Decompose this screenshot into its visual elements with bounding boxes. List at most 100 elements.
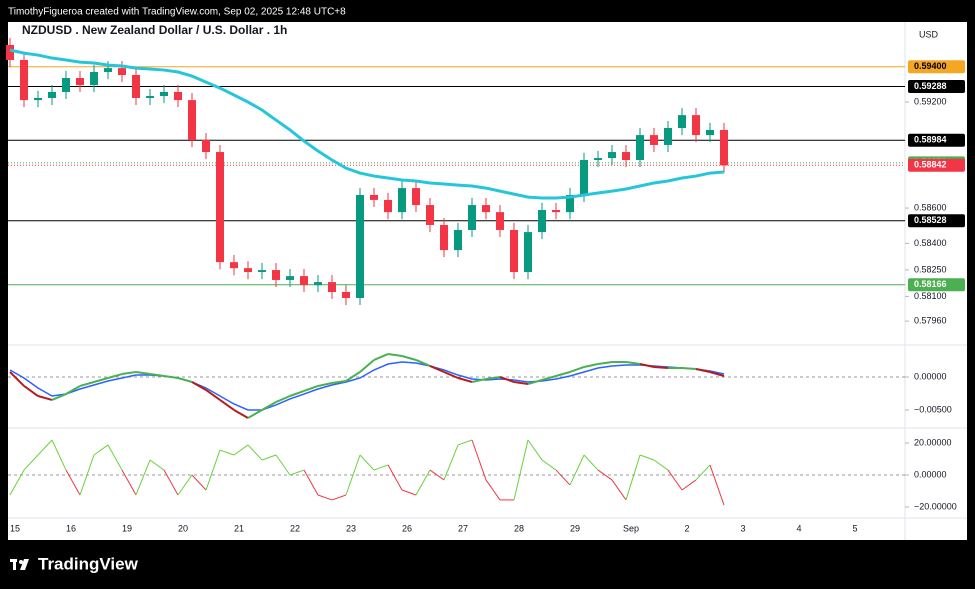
candle-body (468, 205, 476, 230)
x-tick-label: Sep (623, 523, 639, 533)
macd-segment (163, 375, 179, 379)
oscillator-segment (331, 494, 347, 501)
chart-area (8, 22, 967, 540)
macd-segment (177, 377, 193, 383)
candle-body (118, 68, 126, 76)
x-tick-label: 16 (66, 523, 76, 533)
oscillator-segment (9, 469, 25, 496)
oscillator-segment (597, 469, 613, 481)
oscillator-segment (359, 454, 375, 471)
candle-body (48, 91, 56, 98)
moving-average (9, 48, 725, 200)
oscillator-segment (541, 459, 557, 471)
macd-segment (443, 371, 459, 379)
y-tick-label: 0.57960 (914, 316, 947, 326)
oscillator-segment (695, 464, 711, 481)
y-tick-label: 20.00000 (914, 437, 952, 447)
macd-segment (695, 368, 711, 373)
oscillator-segment (37, 439, 53, 456)
candle-body (720, 129, 728, 166)
macd-segment (625, 361, 641, 365)
macd-segment (289, 390, 305, 397)
oscillator-segment (345, 454, 361, 496)
y-tick-label: 0.58250 (914, 264, 947, 274)
candle-body (286, 276, 294, 280)
candle-body (20, 59, 28, 101)
oscillator-segment (247, 444, 263, 461)
macd-segment (359, 359, 375, 373)
candle-body (482, 205, 490, 213)
macd-segment (317, 382, 333, 387)
price-label: 0.59288 (914, 81, 947, 91)
y-tick-label: 0.00000 (914, 371, 947, 381)
oscillator-segment (191, 474, 207, 491)
candle-body (6, 44, 14, 60)
x-tick-label: 5 (852, 523, 857, 533)
macd-segment (93, 377, 109, 383)
oscillator-segment (527, 439, 543, 461)
macd-segment (653, 365, 669, 370)
price-label-box (908, 79, 965, 93)
y-tick-label: 0.58600 (914, 202, 947, 212)
x-tick-label: 23 (346, 523, 356, 533)
oscillator-segment (121, 469, 137, 496)
logo-shape (20, 559, 29, 570)
x-tick-label: 22 (290, 523, 300, 533)
price-label: 0.58984 (914, 135, 947, 145)
candle-body (132, 75, 140, 98)
macd-segment (65, 385, 81, 395)
candle-body (580, 159, 588, 195)
logo-text: TradingView (38, 554, 139, 573)
oscillator-segment (289, 469, 305, 476)
oscillator-segment (79, 454, 95, 496)
oscillator-segment (275, 454, 291, 476)
macd-segment (373, 353, 389, 361)
candle-body (328, 282, 336, 292)
macd-segment (709, 371, 725, 377)
oscillator-segment (709, 464, 725, 506)
candle-body (538, 210, 546, 233)
oscillator-segment (653, 459, 669, 471)
price-label: 0.58842 (914, 160, 947, 170)
logo-shape (13, 559, 16, 570)
x-tick-label: 4 (796, 523, 801, 533)
candle-body (188, 100, 196, 141)
candle-body (370, 194, 378, 200)
oscillator-segment (23, 454, 39, 471)
macd-segment (219, 399, 235, 411)
oscillator-segment (667, 469, 683, 491)
macd-segment (681, 367, 697, 371)
currency: USD (919, 29, 939, 39)
oscillator-segment (485, 479, 501, 501)
candle-body (202, 140, 210, 153)
oscillator-segment (373, 464, 389, 471)
y-tick-label: 0.00000 (914, 469, 947, 479)
macd-segment (527, 379, 543, 385)
macd-segment (135, 370, 151, 376)
candle-body (216, 152, 224, 263)
macd-segment (303, 385, 319, 392)
macd-segment (121, 370, 137, 376)
x-tick-label: 21 (234, 523, 244, 533)
candle-body (342, 291, 350, 298)
candle-body (622, 152, 630, 160)
oscillator-segment (583, 454, 599, 471)
candle-body (496, 212, 504, 230)
macd-segment (513, 381, 529, 385)
candle-body (90, 72, 98, 86)
macd-segment (415, 359, 431, 367)
price-label: 0.59400 (914, 61, 947, 71)
oscillator-segment (415, 469, 431, 496)
candle-body (608, 152, 616, 159)
oscillator-segment (317, 494, 333, 501)
macd-segment (597, 361, 613, 365)
macd-segment (37, 395, 53, 401)
oscillator-segment (163, 469, 179, 496)
candle-body (636, 135, 644, 160)
candle-body (174, 91, 182, 101)
candle-body (104, 68, 112, 73)
x-tick-label: 15 (10, 523, 20, 533)
oscillator-segment (233, 444, 249, 456)
